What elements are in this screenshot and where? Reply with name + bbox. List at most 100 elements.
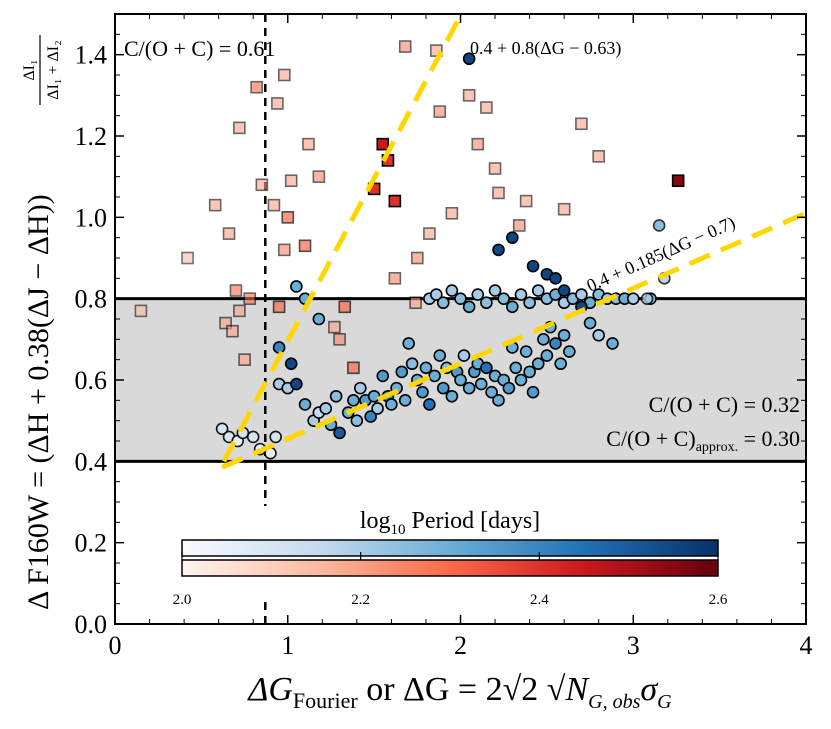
oxygen-point (436, 381, 450, 395)
oxygen-point (416, 385, 429, 399)
oxygen-point (509, 361, 523, 375)
data-points-layer (134, 40, 685, 460)
oxygen-point (395, 365, 409, 379)
carbon-point (519, 194, 533, 208)
colorbar-red (181, 559, 719, 577)
cfrac-approx-sub: approx. (696, 440, 738, 455)
oxygen-point (445, 389, 459, 403)
fit-line-layer (221, 17, 807, 470)
oxygen-point (312, 312, 326, 326)
x-title-sigmasub: G (657, 691, 672, 713)
oxygen-point (519, 345, 533, 358)
oxygen-point (492, 243, 505, 257)
cfrac-approx-val: = 0.30 (738, 426, 800, 451)
oxygen-point (554, 357, 567, 371)
carbon-point (347, 361, 360, 375)
oxygen-point (549, 337, 562, 350)
cfrac-top-annotation: C/(O + C) = 0.61 (124, 36, 275, 61)
carbon-point (557, 202, 571, 216)
oxygen-point (523, 296, 536, 310)
oxygen-point (433, 349, 447, 362)
y-title-prefix: Δ F160W = (ΔH + 0.38(ΔJ − ΔH)) (22, 194, 55, 610)
oxygen-point (354, 381, 367, 395)
carbon-point (433, 105, 447, 118)
oxygen-point (269, 430, 282, 444)
x-axis-title: ΔGFourier or ΔG = 2√2 √NG, obsσG (246, 671, 672, 713)
colorbar-blue (181, 539, 719, 557)
oxygen-point (471, 288, 485, 301)
colorbar-ticks: 2.0 2.2 2.4 2.6 (173, 552, 728, 608)
oxygen-point (531, 357, 545, 371)
colorbar-tick-label: 2.0 (173, 592, 192, 608)
oxygen-point (350, 414, 364, 427)
x-title-main: ΔG (246, 671, 293, 708)
x-title-n: N (564, 671, 590, 708)
y-tick-label: 1.2 (75, 122, 108, 151)
oxygen-point (430, 288, 443, 301)
oxygen-point (557, 328, 571, 342)
carbon-point (471, 137, 485, 151)
carbon-point (243, 292, 257, 305)
carbon-point (575, 117, 588, 131)
colorbar-title: log10 Period [days] (360, 508, 540, 538)
oxygen-point (419, 361, 433, 375)
y-title-frac-num: ΔI₁ (21, 59, 38, 80)
oxygen-point (480, 296, 493, 310)
oxygen-point (462, 52, 476, 66)
oxygen-point (592, 328, 606, 342)
oxygen-point (454, 292, 467, 305)
carbon-point (233, 304, 246, 318)
axis-ticks: 0 1 2 3 4 0.0 0.2 0.4 0.6 0.8 1.0 1.2 1.4 (75, 13, 813, 660)
oxygen-point (371, 402, 384, 415)
carbon-point (411, 251, 424, 265)
fit-line-shallow (221, 210, 807, 470)
oxygen-point (319, 402, 333, 415)
carbon-point (445, 206, 459, 220)
carbon-point (388, 272, 402, 285)
carbon-point (255, 178, 269, 192)
oxygen-point (523, 365, 536, 379)
colorbar-tick-label: 2.6 (709, 592, 728, 608)
oxygen-point (514, 373, 528, 387)
carbon-point (488, 162, 502, 175)
oxygen-point (626, 292, 640, 305)
carbon-point (208, 198, 222, 212)
cfrac-approx-annotation: C/(O + C)approx. = 0.30 (606, 426, 800, 455)
oxygen-point (333, 426, 346, 440)
oxygen-point (423, 398, 436, 411)
cfrac-approx-main: C/(O + C) (606, 426, 695, 451)
oxygen-point (462, 381, 476, 395)
cfrac-band-annotation: C/(O + C) = 0.32 (649, 392, 800, 417)
carbon-point (409, 296, 422, 310)
carbon-point (328, 320, 341, 334)
carbon-point (277, 243, 291, 257)
x-title-sub: Fourier (293, 688, 358, 713)
y-tick-label: 0.6 (75, 366, 108, 395)
y-axis-title: Δ F160W = (ΔH + 0.38(ΔJ − ΔH)) ΔI₁ ΔI₁ +… (21, 35, 62, 610)
oxygen-point (454, 373, 467, 387)
carbon-point (284, 174, 298, 188)
oxygen-point (640, 292, 654, 305)
carbon-point (226, 324, 239, 338)
oxygen-point (376, 369, 390, 383)
oxygen-point (652, 219, 666, 232)
carbon-point (134, 304, 148, 318)
carbon-point (423, 227, 436, 240)
oxygen-point (492, 394, 505, 407)
oxygen-point (563, 345, 576, 358)
carbon-point (480, 101, 493, 114)
carbon-point (338, 300, 352, 314)
oxygen-point (246, 430, 260, 444)
x-tick-label: 2 (454, 631, 467, 660)
oxygen-point (480, 361, 493, 375)
colorbar-tick-label: 2.4 (530, 592, 549, 608)
oxygen-point (367, 389, 381, 403)
oxygen-point (402, 337, 415, 350)
oxygen-point (364, 410, 377, 423)
carbon-point (512, 219, 526, 232)
oxygen-point (606, 337, 619, 350)
x-tick-label: 0 (109, 631, 122, 660)
oxygen-point (284, 357, 298, 371)
colorbar-title-log: log (360, 508, 391, 534)
oxygen-point (398, 394, 412, 407)
